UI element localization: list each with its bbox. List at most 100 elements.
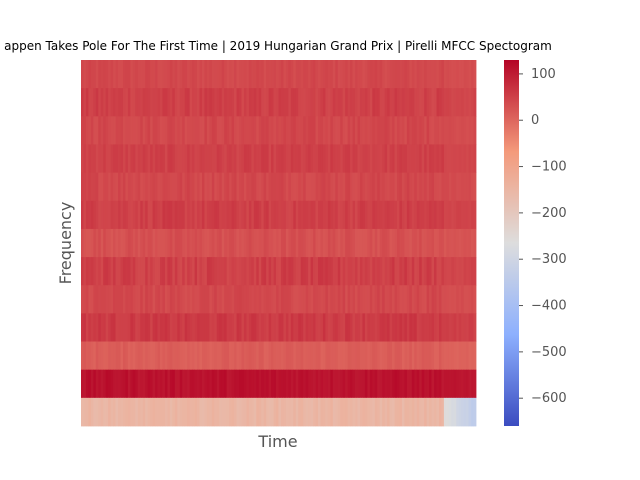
heatmap-cell [283, 257, 287, 286]
heatmap-cell [177, 341, 181, 371]
heatmap-cell [130, 397, 134, 427]
heatmap-cell [471, 88, 474, 117]
heatmap-cell [177, 285, 181, 314]
heatmap-cell [258, 257, 262, 286]
heatmap-cell [142, 172, 146, 202]
heatmap-cell [83, 369, 87, 399]
heatmap-cell [362, 144, 366, 174]
heatmap-cell [137, 88, 141, 117]
heatmap-cell [81, 144, 84, 174]
heatmap-cell [135, 200, 139, 230]
heatmap-cell [243, 257, 247, 286]
heatmap-cell [147, 257, 151, 286]
heatmap-cell [135, 228, 139, 258]
heatmap-cell [406, 88, 410, 117]
heatmap-cell [189, 397, 193, 427]
heatmap-cell [160, 60, 163, 89]
heatmap-cell [438, 228, 442, 258]
heatmap-cell [308, 144, 311, 174]
heatmap-cell [453, 88, 457, 117]
heatmap-cell [127, 200, 131, 230]
heatmap-cell [177, 88, 181, 117]
heatmap-cell [357, 172, 361, 202]
heatmap-cell [337, 144, 341, 174]
heatmap-cell [308, 228, 311, 258]
heatmap-cell [226, 257, 230, 286]
heatmap-cell [187, 172, 191, 202]
heatmap-cell [436, 88, 440, 117]
heatmap-cell [142, 285, 146, 314]
heatmap-cell [293, 200, 297, 230]
heatmap-cell [236, 285, 240, 314]
heatmap-cell [187, 397, 191, 427]
heatmap-cell [140, 257, 144, 286]
heatmap-cell [276, 228, 279, 258]
heatmap-cell [132, 200, 136, 230]
heatmap-cell [429, 116, 432, 145]
heatmap-cell [258, 88, 262, 117]
heatmap-cell [332, 144, 336, 174]
heatmap-cell [273, 285, 277, 314]
heatmap-cell [325, 200, 329, 230]
heatmap-cell [473, 200, 477, 230]
heatmap-cell [458, 397, 462, 427]
heatmap-cell [384, 200, 388, 230]
heatmap-cell [468, 285, 472, 314]
heatmap-cell [466, 313, 469, 342]
heatmap-cell [103, 313, 107, 342]
heatmap-cell [364, 397, 368, 427]
heatmap-cell [401, 285, 405, 314]
colorbar-tick-label: −100 [531, 160, 567, 175]
heatmap-cell [236, 88, 240, 117]
heatmap-cell [453, 397, 457, 427]
heatmap-cell [263, 200, 267, 230]
heatmap-cell [280, 60, 284, 89]
heatmap-cell [258, 116, 262, 145]
heatmap-cell [211, 144, 215, 174]
heatmap-cell [162, 341, 166, 371]
heatmap-cell [399, 313, 403, 342]
heatmap-cell [389, 285, 393, 314]
heatmap-cell [468, 116, 472, 145]
heatmap-cell [261, 172, 265, 202]
heatmap-cell [382, 369, 386, 399]
heatmap-cell [352, 341, 356, 371]
heatmap-cell [337, 341, 341, 371]
heatmap-cell [155, 397, 158, 427]
heatmap-cell [473, 257, 477, 286]
heatmap-cell [399, 257, 403, 286]
heatmap-cell [85, 285, 89, 314]
heatmap-cell [298, 341, 302, 371]
heatmap-cell [113, 257, 116, 286]
heatmap-cell [167, 369, 171, 399]
heatmap-cell [93, 285, 97, 314]
heatmap-cell [157, 341, 161, 371]
heatmap-cell [330, 200, 334, 230]
heatmap-cell [201, 397, 205, 427]
heatmap-cell [330, 257, 334, 286]
heatmap-cell [174, 88, 178, 117]
heatmap-cell [340, 200, 344, 230]
heatmap-cell [236, 172, 240, 202]
heatmap-cell [162, 116, 166, 145]
heatmap-cell [404, 88, 408, 117]
heatmap-cell [369, 172, 373, 202]
heatmap-cell [118, 313, 121, 342]
heatmap-cell [145, 369, 149, 399]
heatmap-cell [392, 172, 395, 202]
heatmap-cell [127, 116, 131, 145]
heatmap-cell [199, 341, 203, 371]
heatmap-cell [266, 285, 270, 314]
heatmap-cell [103, 285, 107, 314]
heatmap-cell [471, 200, 474, 230]
heatmap-cell [337, 285, 341, 314]
heatmap-cell [280, 228, 284, 258]
heatmap-cell [100, 200, 104, 230]
heatmap-cell [345, 341, 349, 371]
heatmap-cell [448, 397, 452, 427]
heatmap-cell [337, 397, 341, 427]
heatmap-cell [169, 228, 173, 258]
heatmap-cell [399, 369, 403, 399]
heatmap-cell [167, 88, 171, 117]
heatmap-cell [157, 369, 161, 399]
